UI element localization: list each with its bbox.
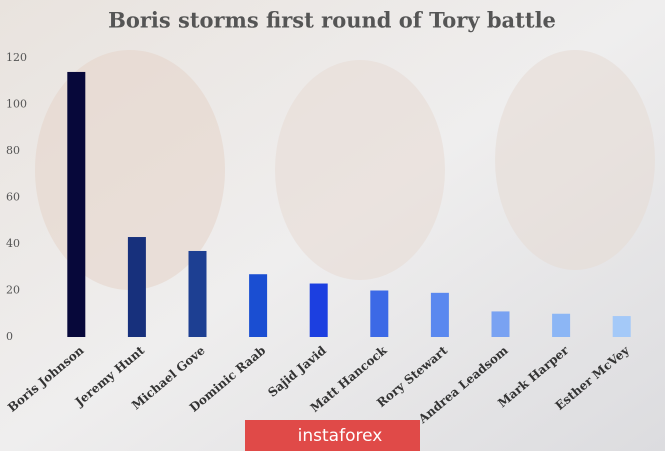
bar — [249, 274, 268, 337]
y-tick-label: 60 — [6, 191, 20, 204]
bar — [67, 71, 86, 337]
chart-title: Boris storms first round of Tory battle — [108, 8, 556, 33]
bar — [127, 237, 146, 337]
watermark: instaforex — [298, 426, 383, 446]
y-tick-label: 120 — [6, 51, 27, 64]
bar — [612, 316, 631, 337]
watermark-box — [245, 420, 420, 451]
bar — [491, 311, 510, 337]
y-tick-label: 80 — [6, 144, 20, 157]
photo-shape — [495, 50, 655, 270]
y-tick-label: 0 — [6, 330, 13, 343]
bar — [552, 313, 571, 337]
bar — [430, 292, 449, 337]
y-tick-label: 40 — [6, 237, 20, 250]
y-tick-label: 20 — [6, 284, 20, 297]
y-tick-label: 100 — [6, 98, 27, 111]
bar — [370, 290, 389, 337]
bar — [188, 250, 207, 337]
photo-shape — [275, 60, 445, 280]
bar — [309, 283, 328, 337]
